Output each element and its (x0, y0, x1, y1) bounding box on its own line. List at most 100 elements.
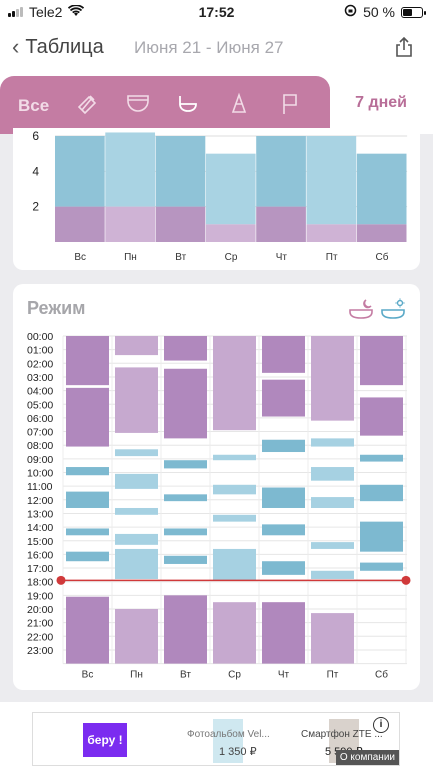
pump-icon[interactable] (228, 92, 250, 121)
bar-upper (356, 153, 407, 225)
y-tick-label: 4 (32, 164, 39, 178)
bar-lower (205, 224, 256, 242)
signal-icon (8, 7, 23, 17)
wifi-icon (68, 4, 85, 20)
hour-label: 08:00 (27, 440, 53, 452)
bar-lower (55, 206, 105, 242)
wake-block (262, 524, 305, 536)
hour-label: 07:00 (27, 427, 53, 439)
sleep-block (66, 336, 109, 386)
sleep-block (360, 336, 403, 386)
ad-container[interactable]: беру ! Фотоальбом Vel... 1 350 ₽ Смартфо… (32, 712, 400, 766)
flag-icon[interactable] (280, 92, 300, 121)
wake-block (115, 473, 158, 489)
hour-label: 02:00 (27, 358, 53, 370)
bar-upper (256, 136, 306, 207)
sleep-block (164, 595, 207, 664)
diaper-icon[interactable] (126, 92, 150, 119)
about-company-link[interactable]: О компании (335, 750, 399, 765)
sleep-block (311, 613, 354, 664)
sleep-block (213, 336, 256, 431)
hour-label: 13:00 (27, 508, 53, 520)
hour-label: 12:00 (27, 495, 53, 507)
beru-logo[interactable]: беру ! (83, 723, 127, 757)
hour-label: 04:00 (27, 386, 53, 398)
hour-label: 06:00 (27, 413, 53, 425)
bar-upper (105, 132, 155, 207)
x-tick-label: Сб (375, 251, 388, 263)
hour-label: 19:00 (27, 590, 53, 602)
wake-block (213, 484, 256, 495)
bar-lower (356, 224, 407, 242)
sleep-block (66, 596, 109, 664)
ad-banner: беру ! Фотоальбом Vel... 1 350 ₽ Смартфо… (0, 702, 433, 770)
wake-block (66, 491, 109, 508)
bar-lower (256, 206, 306, 242)
back-button[interactable]: ‹ Таблица (12, 34, 104, 60)
status-bar: Tele2 17:52 50 % (0, 0, 433, 24)
potty-icon[interactable] (176, 92, 200, 119)
wake-mode-icon[interactable] (380, 298, 406, 325)
x-tick-label: Вт (175, 252, 186, 263)
sleep-block (213, 602, 256, 664)
x-tick-label: Чт (278, 670, 290, 681)
sleep-block (262, 602, 305, 664)
days-selector[interactable]: 7 дней (355, 94, 407, 111)
wake-block (360, 521, 403, 552)
wake-block (164, 460, 207, 469)
x-tick-label: Вт (180, 670, 191, 681)
hour-label: 23:00 (27, 645, 53, 657)
wake-block (311, 542, 354, 549)
x-tick-label: Вс (82, 670, 94, 681)
sleep-block (262, 336, 305, 373)
bottle-icon[interactable] (76, 92, 98, 121)
bar-upper (155, 136, 206, 207)
wake-block (311, 467, 354, 481)
tabs-pill: Все (0, 76, 330, 134)
wake-block (262, 561, 305, 575)
nav-bar: ‹ Таблица Июня 21 - Июня 27 (0, 24, 433, 72)
date-range[interactable]: Июня 21 - Июня 27 (134, 38, 284, 57)
chevron-left-icon: ‹ (12, 34, 20, 59)
wake-block (66, 528, 109, 536)
tab-all[interactable]: Все (18, 96, 50, 115)
hour-label: 05:00 (27, 399, 53, 411)
x-tick-label: Пн (130, 670, 143, 681)
wake-block (164, 528, 207, 536)
wake-block (213, 548, 256, 581)
hour-label: 03:00 (27, 372, 53, 384)
ad-item2-title[interactable]: Смартфон ZTE ... (301, 729, 383, 740)
hour-label: 15:00 (27, 536, 53, 548)
info-icon[interactable]: i (373, 717, 389, 733)
wake-block (66, 551, 109, 562)
hour-label: 20:00 (27, 604, 53, 616)
hour-label: 01:00 (27, 345, 53, 357)
x-tick-label: Вс (74, 252, 86, 263)
x-tick-label: Пт (327, 670, 339, 681)
x-tick-label: Ср (225, 252, 238, 263)
battery-icon (401, 6, 426, 18)
ad-item1-title[interactable]: Фотоальбом Vel... (187, 729, 270, 740)
x-tick-label: Сб (375, 669, 388, 681)
x-tick-label: Ср (228, 670, 241, 681)
wake-block (311, 570, 354, 579)
battery-percent: 50 % (363, 4, 395, 20)
current-time-dot-right (401, 575, 411, 585)
wake-block (115, 449, 158, 457)
sleep-mode-icon[interactable] (348, 298, 374, 325)
sleep-block (115, 336, 158, 356)
hour-label: 00:00 (27, 331, 53, 343)
y-tick-label: 6 (32, 129, 39, 143)
wake-block (164, 555, 207, 564)
wake-block (360, 484, 403, 502)
share-icon[interactable] (395, 36, 413, 63)
sleep-block (262, 379, 305, 417)
wake-block (115, 548, 158, 579)
sleep-block (360, 397, 403, 436)
x-tick-label: Чт (276, 252, 288, 263)
hour-label: 22:00 (27, 631, 53, 643)
album-thumbnail[interactable] (213, 719, 243, 763)
status-left: Tele2 (8, 4, 85, 20)
hour-label: 11:00 (27, 481, 53, 493)
